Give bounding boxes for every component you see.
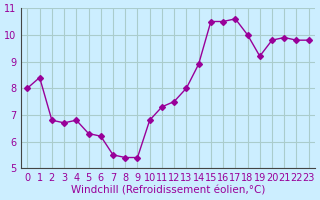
X-axis label: Windchill (Refroidissement éolien,°C): Windchill (Refroidissement éolien,°C) (71, 186, 265, 196)
